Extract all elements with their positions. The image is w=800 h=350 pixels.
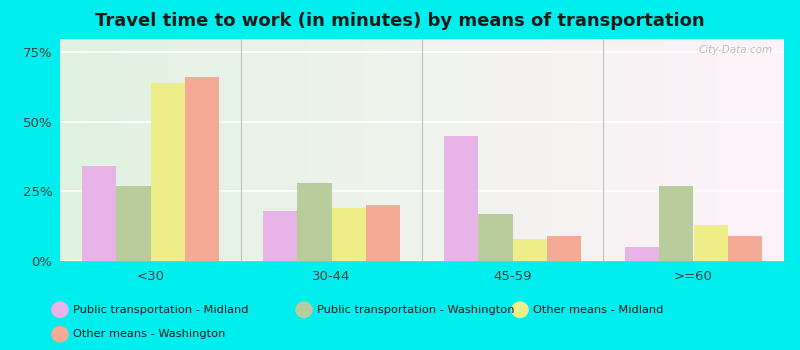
Text: Travel time to work (in minutes) by means of transportation: Travel time to work (in minutes) by mean…: [95, 12, 705, 30]
Bar: [185, 77, 219, 261]
Bar: [150, 83, 185, 261]
Bar: [513, 239, 547, 261]
Bar: [659, 186, 694, 261]
Text: Other means - Washington: Other means - Washington: [73, 329, 225, 339]
Text: City-Data.com: City-Data.com: [699, 45, 773, 55]
Bar: [625, 247, 659, 261]
Bar: [262, 211, 297, 261]
Bar: [297, 183, 331, 261]
Bar: [366, 205, 400, 261]
Text: Other means - Midland: Other means - Midland: [533, 305, 663, 315]
Bar: [694, 225, 728, 261]
Bar: [478, 214, 513, 261]
Bar: [116, 186, 150, 261]
Bar: [728, 236, 762, 261]
Bar: [82, 166, 116, 261]
Text: Public transportation - Washington: Public transportation - Washington: [317, 305, 514, 315]
Bar: [547, 236, 582, 261]
Bar: [331, 208, 366, 261]
Bar: [444, 136, 478, 261]
Text: Public transportation - Midland: Public transportation - Midland: [73, 305, 248, 315]
